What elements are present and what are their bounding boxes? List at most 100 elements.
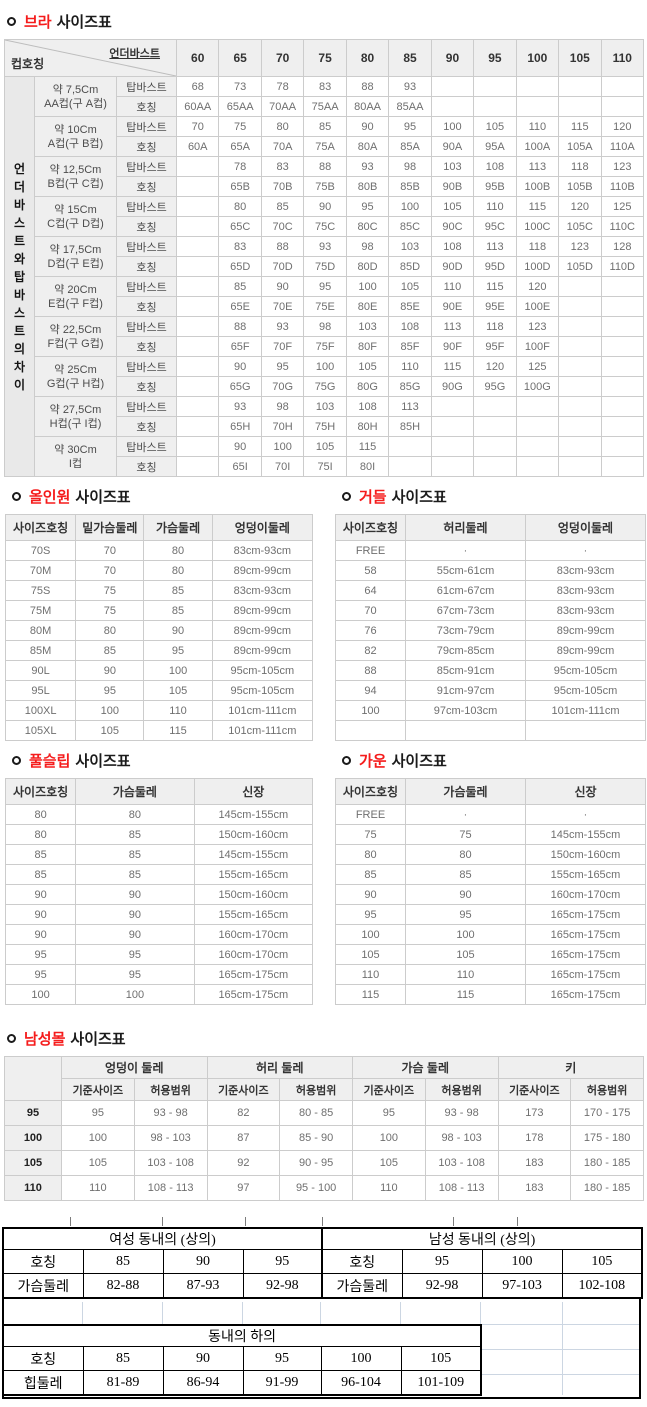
- cell: 85: [82, 1249, 164, 1274]
- cell: [600, 336, 645, 357]
- cell: 73cm-79cm: [405, 620, 526, 641]
- table-row: 105 105 165cm-175cm: [335, 944, 646, 965]
- cell: 90: [75, 924, 195, 945]
- cell: 120: [600, 116, 645, 137]
- cell: 90 - 95: [279, 1150, 353, 1176]
- cell: 80: [75, 804, 195, 825]
- cell: 108: [473, 156, 517, 177]
- cell: 85H: [388, 416, 432, 437]
- cell: [558, 356, 602, 377]
- cell: [405, 720, 526, 741]
- cell: 100F: [515, 336, 560, 357]
- row-label: 호칭: [116, 256, 177, 277]
- cell: 85: [405, 864, 526, 885]
- row-label: 탑바스트: [116, 236, 177, 257]
- underwear-section: 여성 동내의 (상의) 남성 동내의 (상의) 호칭 85 90 95 호칭 95 100 105…: [0, 1215, 647, 1407]
- cell: 95: [143, 640, 213, 661]
- cell: 155cm-165cm: [193, 904, 314, 925]
- cup-label-cell: 약 15Cm C컵(구 D컵): [34, 196, 117, 237]
- row-label: 호칭: [116, 216, 177, 237]
- cell: [473, 456, 517, 477]
- cell: 98: [303, 316, 347, 337]
- cell: 115: [405, 984, 526, 1005]
- table-row: 95L 95 105 95cm-105cm: [4, 680, 314, 701]
- bullet-icon: [7, 1034, 16, 1043]
- cell: 120: [558, 196, 602, 217]
- cell: 91-99: [242, 1370, 322, 1396]
- cell: 80: [4, 804, 77, 825]
- side-label-char: 트: [13, 323, 26, 338]
- title-highlight: 풀슬립: [29, 753, 71, 770]
- row-label: 가슴둘레: [2, 1273, 84, 1299]
- cell: 89cm-99cm: [211, 640, 314, 661]
- cell: 65A: [218, 136, 262, 157]
- grid-tick: [245, 1217, 246, 1226]
- header-row: 사이즈호칭 허리둘레 엉덩이둘레: [335, 514, 646, 541]
- table-row: 64 61cm-67cm 83cm-93cm: [335, 580, 646, 601]
- table-row: 호칭 65H 70H 75H 80H 85H: [5, 416, 645, 437]
- cell: 100: [481, 1249, 563, 1274]
- cell: 110: [61, 1175, 135, 1201]
- cell: 75E: [303, 296, 347, 317]
- cell: 70G: [260, 376, 305, 397]
- corner-cell: [4, 1056, 62, 1101]
- cell: 83cm-93cm: [525, 600, 646, 621]
- cell: 105D: [558, 256, 602, 277]
- cell: 95E: [473, 296, 517, 317]
- cell: [430, 436, 475, 457]
- column-header: 105: [558, 39, 602, 77]
- cell: 89cm-99cm: [211, 560, 314, 581]
- cell: 90D: [430, 256, 475, 277]
- cell: 85: [75, 844, 195, 865]
- table-row: 약 22,5Cm F컵(구 G컵) 탑바스트 88 93 98 103 108 113 118 12…: [5, 316, 645, 357]
- cell: [175, 316, 220, 337]
- row-label: 110: [4, 1175, 62, 1201]
- cell: 97cm-103cm: [405, 700, 526, 721]
- cell: [430, 76, 475, 97]
- row-label: 힙둘레: [2, 1370, 84, 1396]
- cell: 118: [473, 316, 517, 337]
- group-header: 가슴 둘레: [352, 1056, 499, 1079]
- row-label: 호칭: [116, 176, 177, 197]
- row-label: 탑바스트: [116, 356, 177, 377]
- cell: 113: [388, 396, 432, 417]
- cell: 95: [75, 944, 195, 965]
- cell: 70B: [260, 176, 305, 197]
- cell: 150cm-160cm: [193, 824, 314, 845]
- grid-line-v: [320, 1302, 321, 1324]
- cell: 90: [75, 904, 195, 925]
- group-header: 엉덩이 둘레: [61, 1056, 208, 1079]
- cell: 110: [143, 700, 213, 721]
- cell: 75: [75, 580, 145, 601]
- row-label: 100: [4, 1125, 62, 1151]
- cell: 68: [175, 76, 220, 97]
- cell: 67cm-73cm: [405, 600, 526, 621]
- cell: 70: [335, 600, 406, 621]
- cup-label-cell: 약 25Cm G컵(구 H컵): [34, 356, 117, 397]
- cell: [430, 416, 475, 437]
- cell: 105: [561, 1249, 643, 1274]
- mens-size-table: 엉덩이 둘레 허리 둘레 가슴 둘레 키 기준사이즈 허용범위 기준사이즈 허용범위 기준사이즈…: [4, 1056, 644, 1201]
- cell: 101cm-111cm: [525, 700, 646, 721]
- cell: 93: [303, 236, 347, 257]
- cell: 105: [388, 276, 432, 297]
- cell: 95: [61, 1100, 135, 1126]
- cell: 70: [175, 116, 220, 137]
- cell: 97-103: [481, 1273, 563, 1299]
- row-label: 탑바스트: [116, 436, 177, 457]
- table-row: 힙둘레 81-89 86-94 91-99 96-104 101-109: [2, 1370, 482, 1396]
- table-row: 70M 70 80 89cm-99cm: [4, 560, 314, 581]
- header-row: 엉덩이 둘레 허리 둘레 가슴 둘레 키: [4, 1056, 644, 1101]
- table-row: 90 90 160cm-170cm: [4, 924, 314, 945]
- cell: 82-88: [82, 1273, 164, 1299]
- title-rest: 사이즈표: [391, 753, 447, 770]
- cell: 70F: [260, 336, 305, 357]
- cell: 85: [260, 196, 305, 217]
- cell: 95C: [473, 216, 517, 237]
- sub-header: 허용범위: [424, 1078, 499, 1101]
- underwear-bottoms-table: 동내의 하의 호칭 85 90 95 100 105 힙둘레 81-89 86-94 91-99 96…: [2, 1324, 483, 1396]
- cell: 65B: [218, 176, 262, 197]
- cell: 85: [82, 1346, 164, 1371]
- grid-tick: [517, 1217, 518, 1226]
